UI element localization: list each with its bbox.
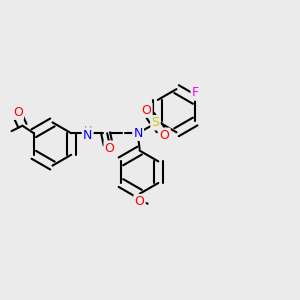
Text: O: O [142, 103, 152, 117]
Text: O: O [13, 106, 23, 119]
Text: F: F [192, 86, 199, 100]
Text: N: N [83, 129, 92, 142]
Text: O: O [105, 142, 115, 155]
Text: S: S [152, 116, 160, 129]
Text: O: O [160, 129, 170, 142]
Text: O: O [135, 195, 145, 208]
Text: N: N [134, 127, 143, 140]
Text: H: H [83, 126, 92, 136]
